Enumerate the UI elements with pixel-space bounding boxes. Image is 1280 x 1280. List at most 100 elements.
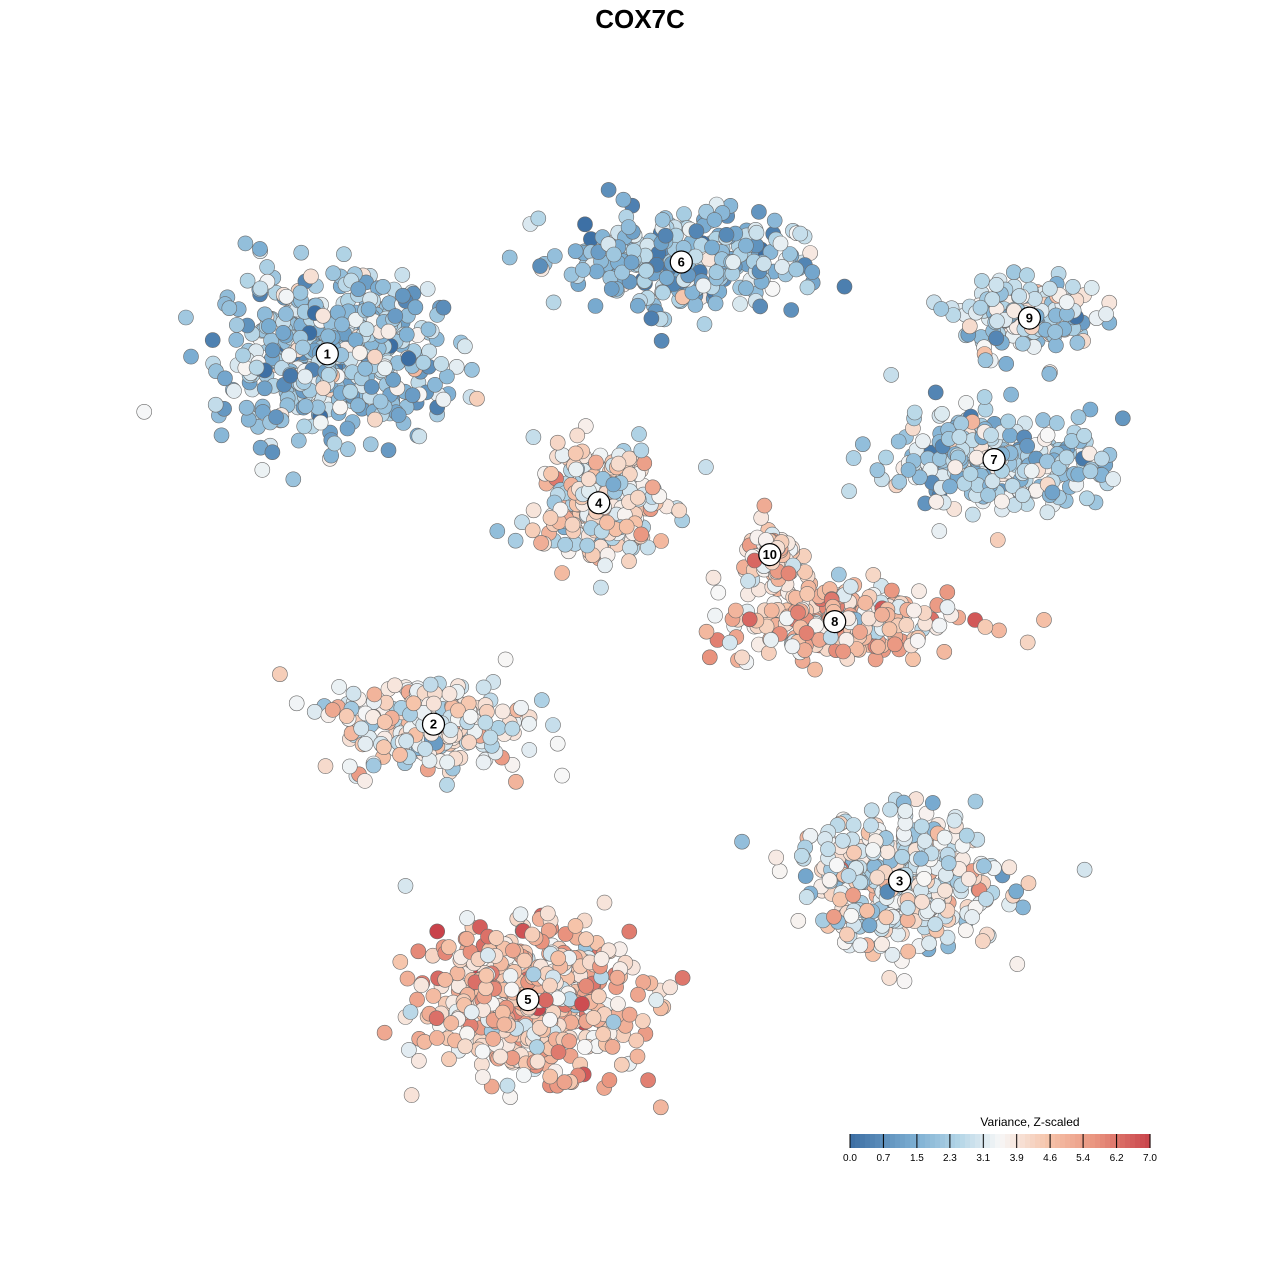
data-point: [579, 537, 596, 554]
legend-color-step: [965, 1134, 971, 1148]
data-point: [1011, 288, 1028, 304]
data-point: [499, 1077, 516, 1094]
data-point: [580, 471, 597, 488]
data-point: [821, 872, 838, 888]
data-point: [614, 264, 630, 281]
data-point: [609, 969, 626, 986]
data-point: [341, 758, 358, 775]
data-point: [835, 643, 852, 660]
data-point: [605, 476, 622, 493]
legend-color-step: [1060, 1134, 1066, 1148]
data-point: [861, 917, 878, 934]
cluster-label-badge: [587, 491, 611, 515]
data-point: [306, 703, 323, 720]
data-point: [621, 1006, 638, 1023]
data-point: [508, 773, 524, 790]
data-point: [1058, 294, 1075, 311]
data-point: [1023, 463, 1040, 479]
data-point: [204, 332, 221, 348]
data-point: [900, 943, 917, 960]
data-point: [415, 354, 432, 371]
data-point: [441, 686, 458, 702]
cluster-label-5: 5: [516, 987, 540, 1012]
data-point: [296, 418, 313, 435]
data-point: [488, 930, 505, 946]
data-point: [799, 279, 816, 296]
data-point: [494, 703, 511, 720]
data-point: [256, 380, 273, 397]
data-point: [994, 493, 1010, 510]
data-point: [1105, 471, 1121, 487]
data-point: [543, 465, 559, 482]
data-point: [443, 1015, 460, 1031]
data-point: [839, 926, 855, 943]
data-point: [217, 370, 233, 387]
legend-color-step: [1115, 1134, 1121, 1148]
legend-color-step: [990, 1134, 996, 1148]
data-point: [375, 278, 391, 295]
data-point: [1015, 899, 1031, 916]
data-point: [961, 318, 978, 335]
data-point: [854, 436, 871, 453]
data-point: [797, 868, 814, 884]
data-point: [688, 223, 705, 239]
data-point: [590, 988, 607, 1005]
data-point: [554, 767, 570, 784]
data-point: [429, 923, 446, 940]
data-point: [1042, 280, 1058, 297]
data-point: [784, 638, 801, 655]
data-point: [561, 1033, 578, 1049]
data-point: [655, 284, 671, 301]
data-point: [399, 970, 416, 987]
legend-color-step: [895, 1134, 901, 1148]
data-point: [545, 294, 562, 311]
data-point: [947, 459, 964, 476]
data-point: [533, 692, 550, 708]
data-point: [358, 321, 375, 338]
legend-color-step: [905, 1134, 911, 1148]
data-point: [896, 973, 913, 989]
data-point: [1036, 612, 1052, 628]
data-point: [365, 757, 382, 774]
data-point: [464, 361, 480, 378]
data-point: [367, 349, 383, 365]
data-point: [958, 395, 974, 411]
data-point: [427, 376, 443, 393]
data-point: [1004, 478, 1021, 494]
data-point: [643, 310, 660, 327]
data-point: [549, 434, 566, 451]
data-point: [830, 566, 847, 583]
data-point: [653, 332, 670, 349]
data-point: [268, 409, 284, 425]
data-point: [704, 239, 720, 256]
data-point: [622, 539, 638, 556]
data-point: [459, 910, 475, 926]
data-point: [860, 610, 877, 627]
data-point: [852, 937, 869, 954]
data-point: [874, 606, 890, 623]
data-point: [1065, 278, 1081, 295]
data-point: [457, 1038, 474, 1055]
data-point: [326, 435, 343, 452]
data-point: [497, 651, 514, 668]
data-point: [980, 487, 996, 503]
data-point: [788, 261, 805, 278]
data-point: [974, 273, 990, 289]
data-point: [375, 739, 392, 756]
legend-colorbar: [850, 1134, 1151, 1148]
data-point: [620, 219, 637, 235]
data-point: [599, 514, 615, 531]
legend-color-step: [975, 1134, 981, 1148]
data-point: [936, 829, 953, 846]
cluster-label-text: 7: [990, 452, 997, 467]
data-point: [292, 284, 309, 301]
cluster-label-badge: [982, 448, 1006, 472]
data-point: [983, 427, 999, 443]
data-point: [793, 847, 810, 864]
data-point: [462, 708, 479, 725]
data-point: [768, 849, 785, 866]
cluster-label-text: 9: [1026, 311, 1033, 326]
data-point: [278, 288, 295, 305]
data-point: [934, 405, 950, 422]
data-point: [1003, 386, 1019, 403]
